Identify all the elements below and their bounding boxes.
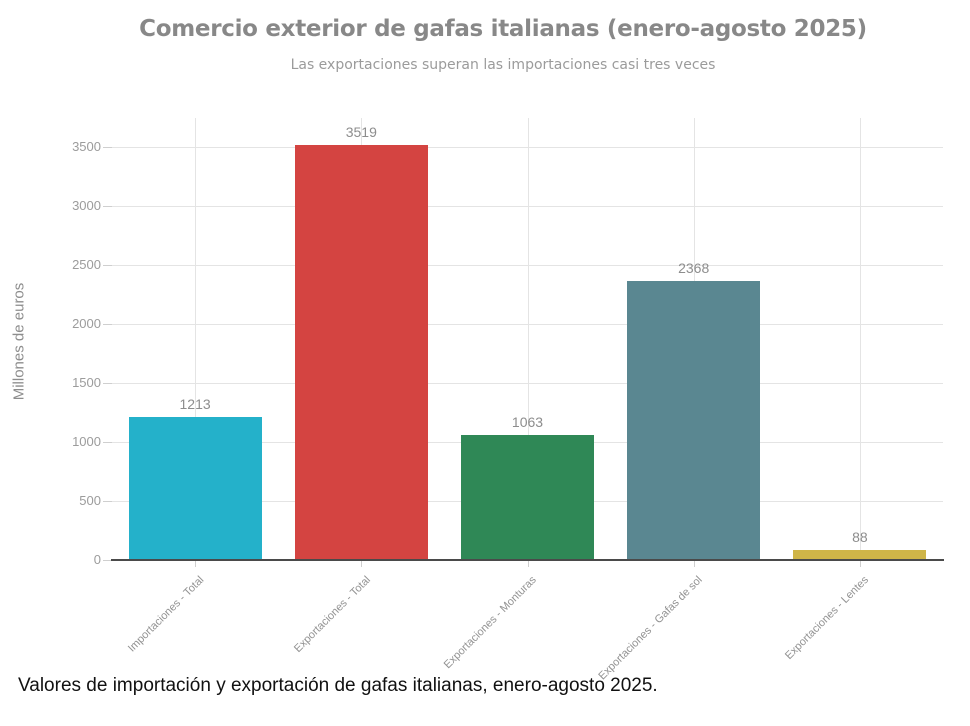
y-tick-mark [103,206,112,207]
bar[interactable] [461,434,594,560]
x-tick-mark [527,561,529,567]
v-gridline [527,118,529,560]
x-category-label: Exportaciones - Gafas de sol [596,574,706,683]
y-tick-mark [103,324,112,325]
bar[interactable] [627,280,761,560]
x-tick-mark [195,561,197,567]
caption: Valores de importación y exportación de … [18,675,658,696]
x-axis-line [111,559,944,561]
v-gridline [859,118,861,560]
x-tick-mark [859,561,861,567]
y-tick-mark [103,442,112,443]
bar[interactable] [793,549,927,560]
y-axis-title: Millones de euros [10,282,28,401]
y-tick-mark [103,147,112,148]
chart-title: Comercio exterior de gafas italianas (en… [139,16,867,42]
bar-value-label: 3519 [345,123,377,140]
v-gridline [195,118,197,560]
bar-value-label: 1063 [511,413,544,430]
x-category-label: Importaciones - Total [126,574,207,655]
y-tick-mark [103,560,112,561]
x-tick-mark [361,561,363,567]
bar[interactable] [294,144,428,560]
bar-value-label: 2368 [678,259,710,276]
y-tick-label: 2500 [72,257,101,272]
plot-area: 0 500 1000 1500 2000 2500 3000 3500 1213 Importac… [72,118,944,682]
y-tick-label: 500 [79,493,101,508]
y-tick-label: 3500 [72,139,101,154]
x-category-label: Exportaciones - Monturas [441,574,539,672]
bar-value-label: 88 [852,528,868,545]
x-category-label: Exportaciones - Lentes [783,574,872,663]
bar-value-label: 1213 [179,395,211,412]
y-tick-mark [103,383,112,384]
x-tick-mark [693,561,695,567]
chart-subtitle: Las exportaciones superan las importacio… [290,57,716,73]
y-tick-label: 0 [93,552,101,567]
y-tick-label: 3000 [72,198,101,213]
bar[interactable] [128,416,262,560]
x-category-label: Exportaciones - Total [291,574,373,655]
y-tick-label: 1500 [72,375,101,390]
y-tick-mark [103,265,112,266]
y-tick-label: 1000 [72,434,101,449]
y-tick-label: 2000 [72,316,101,331]
y-tick-mark [103,501,112,502]
